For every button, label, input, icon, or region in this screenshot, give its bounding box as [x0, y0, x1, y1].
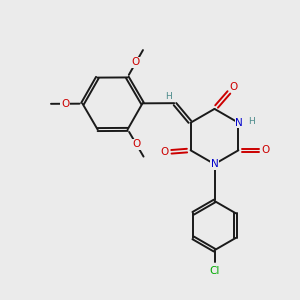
Text: O: O	[61, 99, 69, 109]
Text: Cl: Cl	[209, 266, 220, 276]
Text: O: O	[132, 57, 140, 67]
Text: O: O	[261, 145, 269, 155]
Text: H: H	[165, 92, 172, 101]
Text: O: O	[160, 147, 169, 157]
Text: N: N	[211, 159, 218, 169]
Text: N: N	[235, 118, 243, 128]
Text: O: O	[230, 82, 238, 92]
Text: O: O	[132, 140, 140, 149]
Text: H: H	[248, 117, 254, 126]
